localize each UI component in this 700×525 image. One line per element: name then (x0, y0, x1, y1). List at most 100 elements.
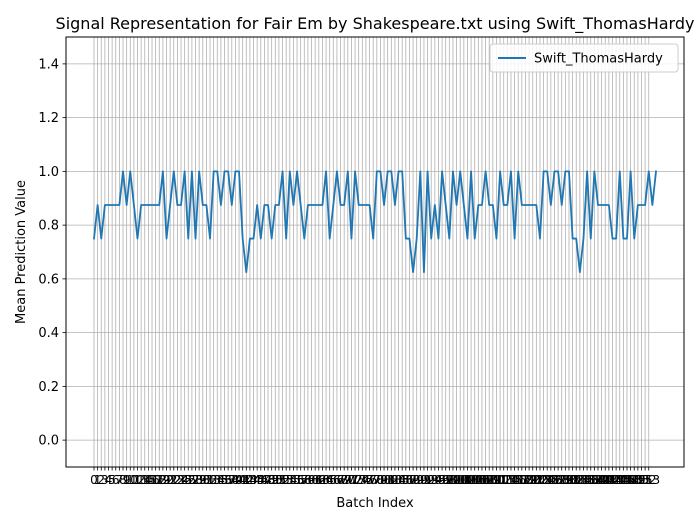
legend-box (489, 43, 679, 73)
series-line-swift-thomashardy (93, 170, 657, 274)
x-tick-label: 75 (358, 473, 373, 487)
x-tick-label: 10 (123, 473, 138, 487)
plot-area-frame (65, 36, 685, 468)
x-tick-label: 137 (579, 473, 602, 487)
x-tick-label: 60 (304, 473, 319, 487)
x-tick-label: 21 (163, 473, 178, 487)
x-tick-label: 18 (152, 473, 167, 487)
x-tick-label: 28 (188, 473, 203, 487)
x-tick-label: 139 (587, 473, 610, 487)
x-tick-label: 125 (536, 473, 559, 487)
x-tick-label: 6 (112, 473, 120, 487)
x-tick-label: 136 (576, 473, 599, 487)
x-tick-label: 128 (547, 473, 570, 487)
x-tick-label: 82 (384, 473, 399, 487)
x-tick-label: 78 (369, 473, 384, 487)
x-tick-label: 121 (521, 473, 544, 487)
x-tick-label: 124 (532, 473, 555, 487)
x-tick-label: 112 (489, 473, 512, 487)
x-tick-label: 52 (275, 473, 290, 487)
x-tick-label: 53 (279, 473, 294, 487)
x-tick-label: 77 (366, 473, 381, 487)
x-tick-label: 68 (333, 473, 348, 487)
x-tick-label: 81 (380, 473, 395, 487)
x-tick-label: 55 (286, 473, 301, 487)
x-tick-label: 25 (177, 473, 192, 487)
x-tick-label: 30 (195, 473, 210, 487)
x-tick-label: 35 (213, 473, 228, 487)
x-tick-label: 106 (467, 473, 490, 487)
x-tick-label: 79 (373, 473, 388, 487)
x-tick-label: 0 (90, 473, 98, 487)
x-tick-label: 47 (257, 473, 272, 487)
x-tick-label: 34 (210, 473, 225, 487)
x-tick-label: 39 (228, 473, 243, 487)
x-tick-label: 44 (246, 473, 261, 487)
x-tick-label: 86 (398, 473, 413, 487)
x-tick-label: 62 (311, 473, 326, 487)
x-tick-label: 72 (347, 473, 362, 487)
x-tick-label: 67 (329, 473, 344, 487)
x-tick-label: 40 (231, 473, 246, 487)
chart-title: Signal Representation for Fair Em by Sha… (56, 14, 695, 34)
x-tick-label: 46 (253, 473, 268, 487)
x-tick-label: 11 (126, 473, 141, 487)
x-tick-label: 134 (568, 473, 591, 487)
x-tick-label: 51 (271, 473, 286, 487)
y-tick-label: 0.2 (38, 380, 59, 395)
x-tick-label: 149 (623, 473, 646, 487)
x-tick-label: 141 (594, 473, 617, 487)
x-tick-label: 143 (601, 473, 624, 487)
x-tick-label: 70 (340, 473, 355, 487)
x-tick-label: 151 (630, 473, 653, 487)
x-tick-label: 24 (173, 473, 188, 487)
x-tick-label: 64 (318, 473, 333, 487)
y-tick-label: 0.6 (38, 272, 59, 287)
x-tick-label: 110 (481, 473, 504, 487)
x-tick-label: 58 (297, 473, 312, 487)
y-tick-label: 1.0 (38, 165, 59, 180)
x-tick-label: 144 (605, 473, 628, 487)
x-tick-label: 5 (108, 473, 116, 487)
x-tick-label: 146 (612, 473, 635, 487)
x-tick-label: 61 (308, 473, 323, 487)
x-tick-label: 3 (101, 473, 109, 487)
x-tick-label: 152 (634, 473, 657, 487)
x-tick-label: 57 (293, 473, 308, 487)
x-tick-label: 27 (184, 473, 199, 487)
x-tick-label: 119 (514, 473, 537, 487)
x-tick-label: 23 (170, 473, 185, 487)
x-tick-label: 88 (405, 473, 420, 487)
x-tick-label: 93 (424, 473, 439, 487)
grid (66, 37, 684, 467)
x-tick-label: 15 (141, 473, 156, 487)
x-tick-label: 56 (289, 473, 304, 487)
x-tick-label: 36 (217, 473, 232, 487)
y-tick-label: 1.4 (38, 57, 59, 72)
x-tick-label: 101 (449, 473, 472, 487)
x-tick-label: 122 (525, 473, 548, 487)
x-tick-label: 95 (431, 473, 446, 487)
x-tick-label: 76 (362, 473, 377, 487)
x-tick-label: 74 (355, 473, 370, 487)
x-tick-label: 132 (561, 473, 584, 487)
x-tick-label: 69 (337, 473, 352, 487)
x-tick-label: 120 (518, 473, 541, 487)
x-tick-label: 130 (554, 473, 577, 487)
x-tick-label: 108 (474, 473, 497, 487)
x-tick-label: 129 (550, 473, 573, 487)
y-tick-label: 1.2 (38, 111, 59, 126)
x-tick-label: 73 (351, 473, 366, 487)
x-tick-label: 117 (507, 473, 530, 487)
x-tick-label: 97 (438, 473, 453, 487)
x-tick-label: 37 (221, 473, 236, 487)
x-tick-label: 147 (616, 473, 639, 487)
x-tick-label: 111 (485, 473, 508, 487)
x-tick-label: 2 (97, 473, 105, 487)
x-tick-label: 91 (416, 473, 431, 487)
x-tick-label: 43 (242, 473, 257, 487)
y-axis-label: Mean Prediction Value (14, 180, 29, 324)
x-tick-label: 98 (442, 473, 457, 487)
x-tick-label: 109 (478, 473, 501, 487)
x-tick-label: 153 (637, 473, 660, 487)
